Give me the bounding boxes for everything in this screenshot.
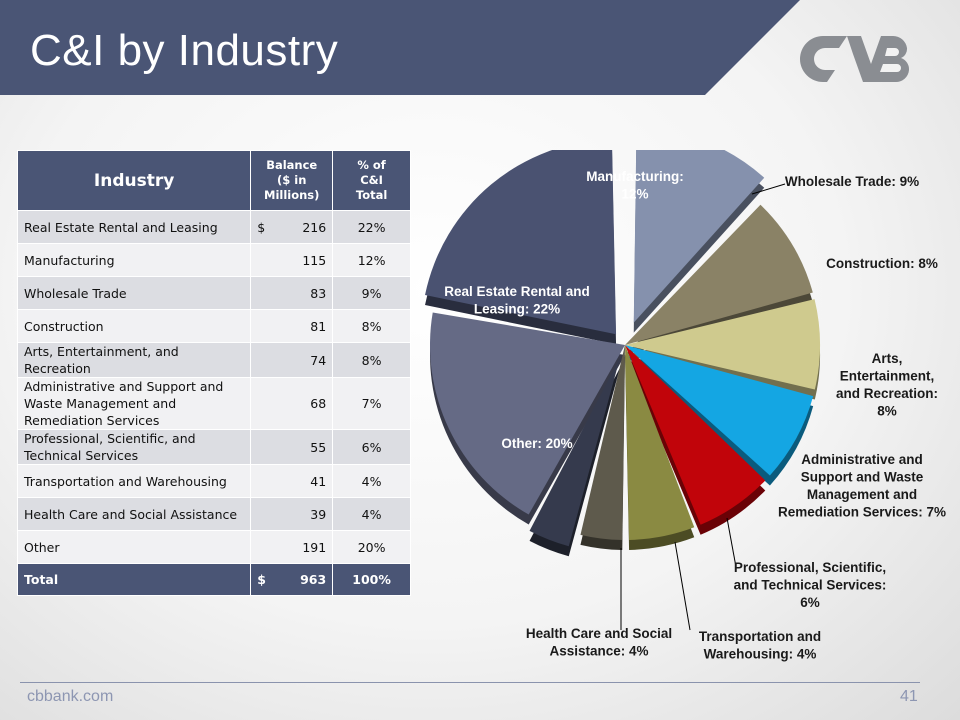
data-label-line: 8% xyxy=(877,404,897,419)
data-label-manufacturing: Manufacturing: 12% xyxy=(586,169,684,202)
data-label-transport: Transportation and Warehousing: 4% xyxy=(699,629,821,662)
pie-slice-wholesale-trade xyxy=(625,204,813,345)
data-label-line: Management and xyxy=(807,487,917,502)
pie-slice-construction xyxy=(625,299,820,390)
footer-divider xyxy=(20,682,920,683)
pie-slice-health-care-and-social-assistance xyxy=(529,358,620,547)
pie-slice-manufacturing xyxy=(633,150,765,323)
data-label-line: Wholesale Trade: 9% xyxy=(785,174,919,189)
table-row: Manufacturing 115 12% xyxy=(16,243,411,277)
footer-website: cbbank.com xyxy=(27,688,114,705)
pie-slice-professional-scientific-and-technical-services xyxy=(625,345,695,540)
data-label-line: Construction: 8% xyxy=(826,256,938,271)
data-label-line: Other: 20% xyxy=(501,436,572,451)
data-label-admin: Administrative and Support and Waste Manag… xyxy=(778,452,946,520)
data-label-realestate: Real Estate Rental and Leasing: 22% xyxy=(444,284,590,317)
table-row: Real Estate Rental and Leasing $216 22% xyxy=(16,210,411,244)
slide-title: C&I by Industry xyxy=(30,26,339,75)
data-label-line: Manufacturing: xyxy=(586,169,684,184)
data-label-line: Warehousing: 4% xyxy=(704,647,817,662)
table-row: Wholesale Trade 83 9% xyxy=(16,276,411,310)
data-label-wholesale: Wholesale Trade: 9% xyxy=(785,174,919,189)
industry-table: Industry Balance ($ in Millions) % of C&I T… xyxy=(16,150,411,596)
data-label-line: Entertainment, xyxy=(840,369,935,384)
data-label-line: 12% xyxy=(621,187,648,202)
pie-slice-transportation-and-warehousing xyxy=(580,345,625,540)
table-row: Professional, Scientific, and Technical … xyxy=(16,429,411,465)
data-label-line: Health Care and Social xyxy=(526,626,672,641)
data-label-arts: Arts, Entertainment, and Recreation: 8% xyxy=(836,351,938,419)
leader-professional xyxy=(726,517,737,568)
pie-slice-administrative-and-support-and-waste-management-and-remediation-services xyxy=(625,345,766,525)
data-label-line: and Technical Services: xyxy=(734,578,887,593)
header-industry: Industry xyxy=(16,150,252,211)
table-total-row: Total $963 100% xyxy=(16,563,411,596)
data-label-construction: Construction: 8% xyxy=(826,256,938,271)
data-label-line: Assistance: 4% xyxy=(549,644,648,659)
pie-slice-arts-entertainment-and-recreation xyxy=(625,345,814,476)
data-label-line: Professional, Scientific, xyxy=(734,560,886,575)
pie-slice-other xyxy=(430,312,625,515)
title-banner xyxy=(0,0,800,95)
table-row: Other 191 20% xyxy=(16,530,411,564)
data-label-line: Leasing: 22% xyxy=(474,302,560,317)
industry-pie-chart: Manufacturing: 12% Wholesale Trade: 9% Cons… xyxy=(425,150,946,662)
table-row: Administrative and Support and Waste Man… xyxy=(16,377,411,430)
data-label-line: Remediation Services: 7% xyxy=(778,505,946,520)
data-label-health: Health Care and Social Assistance: 4% xyxy=(526,626,672,659)
data-label-line: 6% xyxy=(800,595,820,610)
leader-transport xyxy=(674,541,691,631)
table-row: Arts, Entertainment, and Recreation 74 8% xyxy=(16,342,411,378)
pie-slice-real-estate-rental-and-leasing xyxy=(425,150,617,335)
data-label-professional: Professional, Scientific, and Technical S… xyxy=(734,560,887,610)
data-label-line: Transportation and xyxy=(699,629,821,644)
table-row: Health Care and Social Assistance 39 4% xyxy=(16,497,411,531)
data-label-line: Arts, xyxy=(872,351,903,366)
table-header-row: Industry Balance ($ in Millions) % of C&I T… xyxy=(16,150,411,211)
table-row: Transportation and Warehousing 41 4% xyxy=(16,464,411,498)
table-row: Construction 81 8% xyxy=(16,309,411,343)
data-label-line: and Recreation: xyxy=(836,386,938,401)
header-pct: % of C&I Total xyxy=(332,150,411,211)
data-label-line: Real Estate Rental and xyxy=(444,284,590,299)
data-label-other: Other: 20% xyxy=(501,436,572,451)
leader-wholesale xyxy=(751,183,786,195)
data-label-line: Support and Waste xyxy=(801,470,924,485)
header-balance: Balance ($ in Millions) xyxy=(250,150,334,211)
cvb-logo xyxy=(800,35,910,83)
data-label-line: Administrative and xyxy=(801,452,923,467)
page-number: 41 xyxy=(900,688,918,705)
